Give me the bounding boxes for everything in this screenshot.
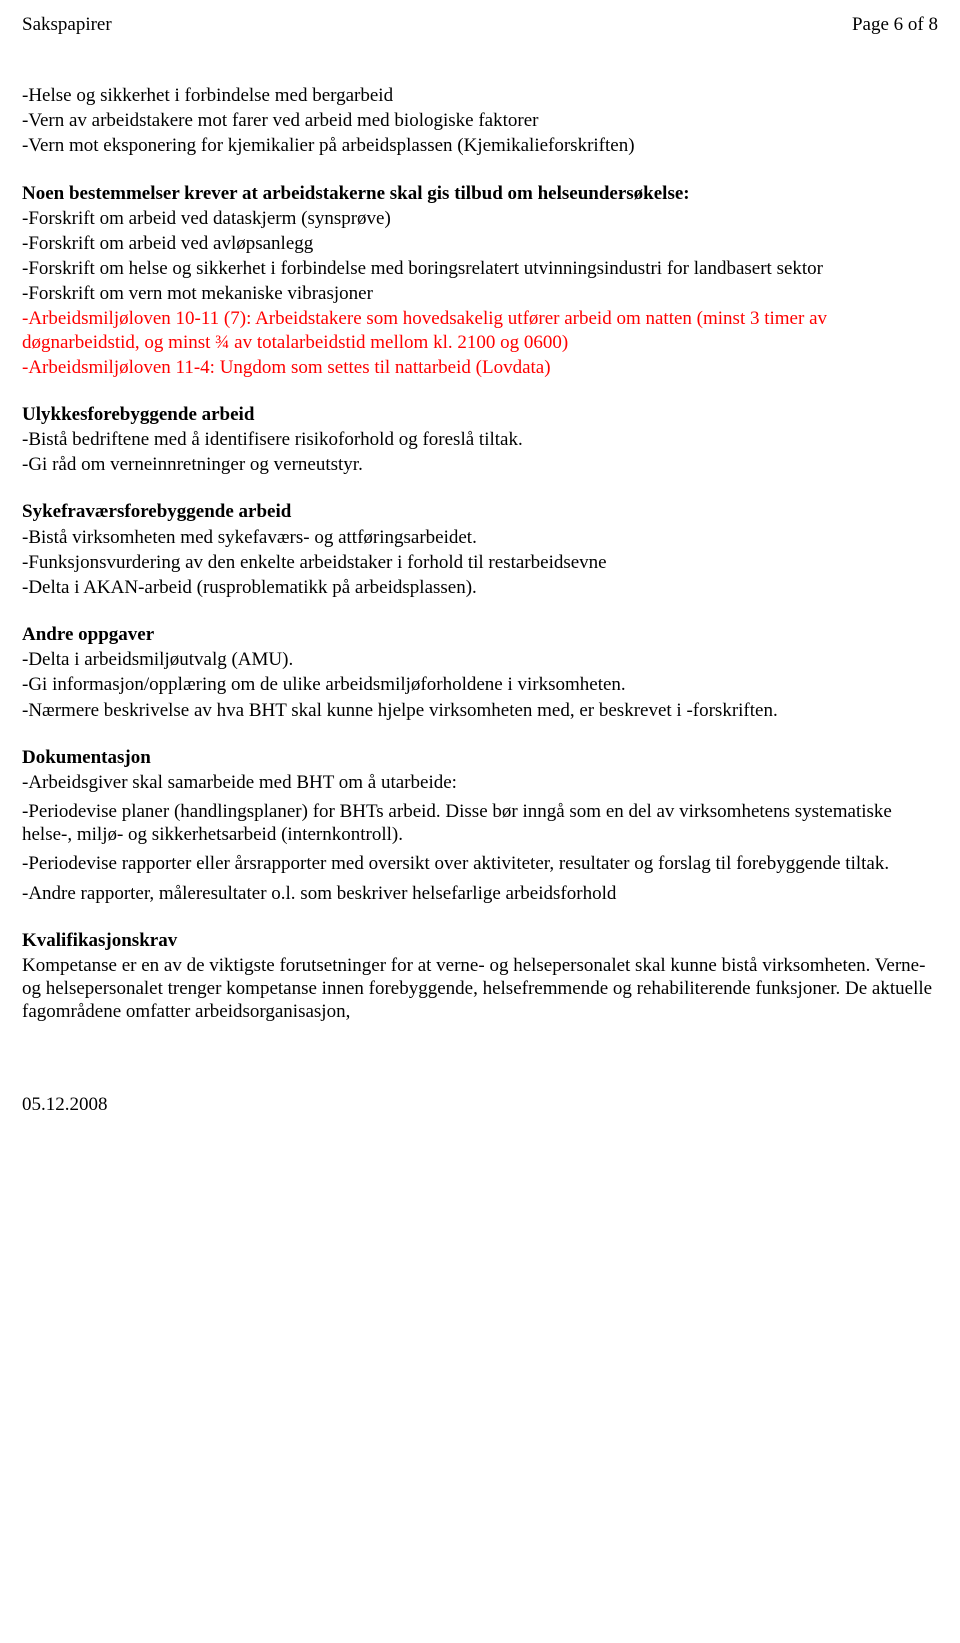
body-text: -Bistå bedriftene med å identifisere ris… [22, 428, 938, 451]
section-1: -Helse og sikkerhet i forbindelse med be… [22, 84, 938, 158]
body-text: -Andre rapporter, måleresultater o.l. so… [22, 882, 938, 905]
body-text: -Delta i arbeidsmiljøutvalg (AMU). [22, 648, 938, 671]
section-2: Noen bestemmelser krever at arbeidstaker… [22, 182, 938, 379]
page-header: Sakspapirer Page 6 of 8 [22, 14, 938, 36]
body-text: -Periodevise rapporter eller årsrapporte… [22, 852, 938, 875]
header-left: Sakspapirer [22, 14, 112, 36]
body-text: -Nærmere beskrivelse av hva BHT skal kun… [22, 699, 938, 722]
body-text: -Arbeidsgiver skal samarbeide med BHT om… [22, 771, 938, 794]
body-text: -Vern av arbeidstakere mot farer ved arb… [22, 109, 938, 132]
body-text: -Forskrift om arbeid ved dataskjerm (syn… [22, 207, 938, 230]
body-text: -Forskrift om vern mot mekaniske vibrasj… [22, 282, 938, 305]
footer-date: 05.12.2008 [22, 1094, 938, 1116]
section-3: Ulykkesforebyggende arbeid -Bistå bedrif… [22, 403, 938, 477]
body-text: -Forskrift om helse og sikkerhet i forbi… [22, 257, 938, 280]
header-right: Page 6 of 8 [852, 14, 938, 36]
section-7: Kvalifikasjonskrav Kompetanse er en av d… [22, 929, 938, 1024]
body-text: -Gi råd om verneinnretninger og verneuts… [22, 453, 938, 476]
body-text-highlight: -Arbeidsmiljøloven 11-4: Ungdom som sett… [22, 356, 938, 379]
body-text: -Funksjonsvurdering av den enkelte arbei… [22, 551, 938, 574]
section-title: Kvalifikasjonskrav [22, 929, 938, 952]
section-lead: Noen bestemmelser krever at arbeidstaker… [22, 182, 938, 205]
section-6: Dokumentasjon -Arbeidsgiver skal samarbe… [22, 746, 938, 905]
body-text: -Periodevise planer (handlingsplaner) fo… [22, 800, 938, 846]
body-text: -Bistå virksomheten med sykefaværs- og a… [22, 526, 938, 549]
section-title: Sykefraværsforebyggende arbeid [22, 500, 938, 523]
section-5: Andre oppgaver -Delta i arbeidsmiljøutva… [22, 623, 938, 722]
section-4: Sykefraværsforebyggende arbeid -Bistå vi… [22, 500, 938, 599]
body-text: Kompetanse er en av de viktigste forutse… [22, 954, 938, 1024]
body-text: -Vern mot eksponering for kjemikalier på… [22, 134, 938, 157]
body-text: -Helse og sikkerhet i forbindelse med be… [22, 84, 938, 107]
body-text: -Gi informasjon/opplæring om de ulike ar… [22, 673, 938, 696]
section-title: Dokumentasjon [22, 746, 938, 769]
section-title: Ulykkesforebyggende arbeid [22, 403, 938, 426]
document-page: Sakspapirer Page 6 of 8 -Helse og sikker… [0, 0, 960, 1140]
section-title: Andre oppgaver [22, 623, 938, 646]
body-text: -Forskrift om arbeid ved avløpsanlegg [22, 232, 938, 255]
body-text: -Delta i AKAN-arbeid (rusproblematikk på… [22, 576, 938, 599]
body-text-highlight: -Arbeidsmiljøloven 10-11 (7): Arbeidstak… [22, 307, 938, 353]
